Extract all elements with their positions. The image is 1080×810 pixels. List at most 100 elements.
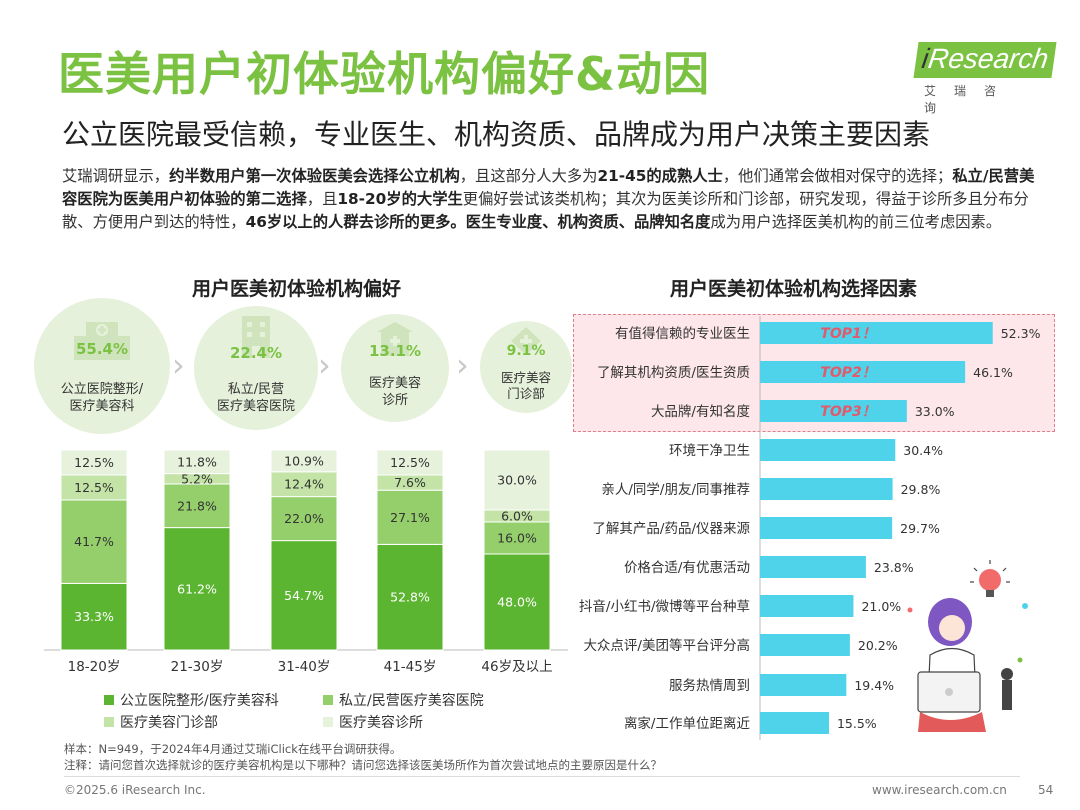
legend-swatch [104, 695, 114, 705]
segment-label: 21.8% [177, 498, 217, 513]
stack-segment [60, 474, 128, 501]
segment-label: 16.0% [497, 531, 537, 546]
legend-item: 公立医院整形/医疗美容科 [104, 690, 279, 710]
legend-label: 医疗美容门诊部 [120, 715, 218, 731]
category-label: 了解其产品/药品/仪器来源 [592, 521, 750, 537]
stack-segment [483, 449, 551, 511]
right-section-title: 用户医美初体验机构选择因素 [670, 278, 918, 300]
stack-segment [163, 527, 231, 651]
circle-label: 医疗美容医院 [216, 399, 295, 414]
circle-public-hospital: 55.4% 公立医院整形/ 医疗美容科 [34, 298, 170, 434]
intro-p7: ，且 [306, 190, 338, 208]
clinic-icon [377, 322, 413, 356]
lightbulb-icon [970, 560, 1010, 597]
stack-segment [270, 449, 338, 473]
question-note: 注释：请问您首次选择就诊的医疗美容机构是以下哪种？请问您选择该医美场所作为首次尝… [64, 758, 662, 772]
value-label: 29.8% [901, 482, 941, 497]
x-tick-label: 21-30岁 [171, 659, 224, 675]
hbar [760, 556, 866, 578]
segment-label: 6.0% [501, 509, 533, 524]
category-label: 抖音/小红书/微博等平台种草 [579, 598, 750, 615]
x-tick-label: 31-40岁 [278, 659, 331, 675]
hbar [760, 322, 993, 344]
sample-note: 样本：N=949，于2024年4月通过艾瑞iClick在线平台调研获得。 [64, 742, 402, 756]
hospital-icon [74, 322, 130, 360]
stack-segment [163, 449, 231, 475]
category-label: 环境干净卫生 [669, 443, 750, 459]
intro-p9: 更偏好尝试该类机构；其次为医美诊所和门诊部，研究发现，得益于诊所多且分布分散、方… [62, 190, 1029, 231]
circle-outpatient: 9.1% 医疗美容 门诊部 [480, 321, 572, 413]
intro-p5: ，他们通常会做相对保守的选择； [722, 167, 953, 185]
chevron-right-icon: › [456, 346, 469, 384]
segment-label: 22.0% [284, 511, 324, 526]
category-label: 了解其机构资质/医生资质 [597, 365, 750, 381]
notes: 样本：N=949，于2024年4月通过艾瑞iClick在线平台调研获得。 注释：… [64, 741, 662, 773]
stack-segment [270, 540, 338, 651]
chevron-right-icon: › [172, 346, 185, 384]
segment-label: 30.0% [497, 473, 537, 488]
intro-p10: 46岁以上的人群去诊所的更多。医生专业度、机构资质、品牌知名度 [245, 213, 711, 231]
segment-label: 5.2% [181, 471, 213, 486]
category-label: 有值得信赖的专业医生 [615, 325, 750, 342]
footer-divider [64, 776, 1020, 777]
stack-segment [270, 471, 338, 498]
building-icon [242, 316, 270, 358]
segment-label: 7.6% [394, 475, 426, 490]
page-subtitle: 公立医院最受信赖，专业医生、机构资质、品牌成为用户决策主要因素 [62, 118, 931, 151]
stack-segment [60, 499, 128, 584]
circle-clinic: 13.1% 医疗美容 诊所 [341, 314, 449, 422]
x-tick-label: 46岁及以上 [481, 659, 552, 675]
intro-p1: 艾瑞调研显示， [62, 167, 170, 185]
category-label: 价格合适/有优惠活动 [624, 560, 750, 576]
segment-label: 12.4% [284, 477, 324, 492]
stack-segment [483, 521, 551, 555]
circle-pct: 9.1% [506, 343, 546, 359]
intro-p4: 21-45的成熟人士 [597, 167, 723, 185]
value-label: 19.4% [854, 678, 894, 693]
segment-label: 48.0% [497, 595, 537, 610]
circle-label: 私立/民营 [227, 382, 285, 397]
hbar [760, 634, 850, 656]
value-label: 52.3% [1001, 326, 1041, 341]
intro-p2: 约半数用户第一次体验医美会选择公立机构 [169, 167, 460, 185]
segment-label: 54.7% [284, 588, 324, 603]
legend-item: 医疗美容门诊部 [104, 712, 218, 732]
outpatient-icon [511, 327, 541, 355]
hbar [760, 517, 893, 539]
legend-swatch [323, 717, 333, 727]
category-label: 大众点评/美团等平台评分高 [583, 637, 750, 654]
value-label: 29.7% [900, 521, 940, 536]
category-label: 服务热情周到 [669, 678, 750, 694]
person-laptop-illustration [907, 560, 1028, 732]
segment-label: 52.8% [390, 590, 430, 605]
circle-private-hospital: 22.4% 私立/民营 医疗美容医院 [194, 306, 318, 430]
left-section-title: 用户医美初体验机构偏好 [192, 278, 402, 300]
value-label: 33.0% [915, 404, 955, 419]
stack-segment [60, 449, 128, 476]
circle-label: 门诊部 [507, 386, 545, 401]
hbar [760, 400, 907, 422]
hbar [760, 674, 847, 696]
stack-segment [483, 553, 551, 651]
segment-label: 41.7% [74, 534, 114, 549]
value-label: 15.5% [837, 716, 877, 731]
intro-paragraph: 艾瑞调研显示，约半数用户第一次体验医美会选择公立机构，且这部分人大多为21-45… [62, 165, 1037, 234]
legend-swatch [323, 695, 333, 705]
intro-p3: ，且这部分人大多为 [459, 167, 598, 185]
legend-item: 医疗美容诊所 [323, 712, 423, 732]
stack-segment [376, 543, 444, 651]
hbar [760, 478, 893, 500]
circle-pct: 13.1% [368, 342, 422, 360]
page-title: 医美用户初体验机构偏好&动因 [58, 47, 711, 101]
segment-label: 27.1% [390, 510, 430, 525]
chevron-right-icon: › [318, 346, 331, 384]
logo-cn: 艾瑞咨询 [924, 84, 1015, 115]
legend-item: 私立/民营医疗美容医院 [323, 690, 484, 710]
hbar [760, 439, 896, 461]
segment-label: 12.5% [390, 455, 430, 470]
intro-p6: 私立/民营美容医院为医美用户初体验的第二选择 [62, 167, 1035, 208]
intro-p11: 成为用户选择医美机构的前三位考虑因素。 [710, 213, 1002, 231]
segment-label: 33.3% [74, 609, 114, 624]
